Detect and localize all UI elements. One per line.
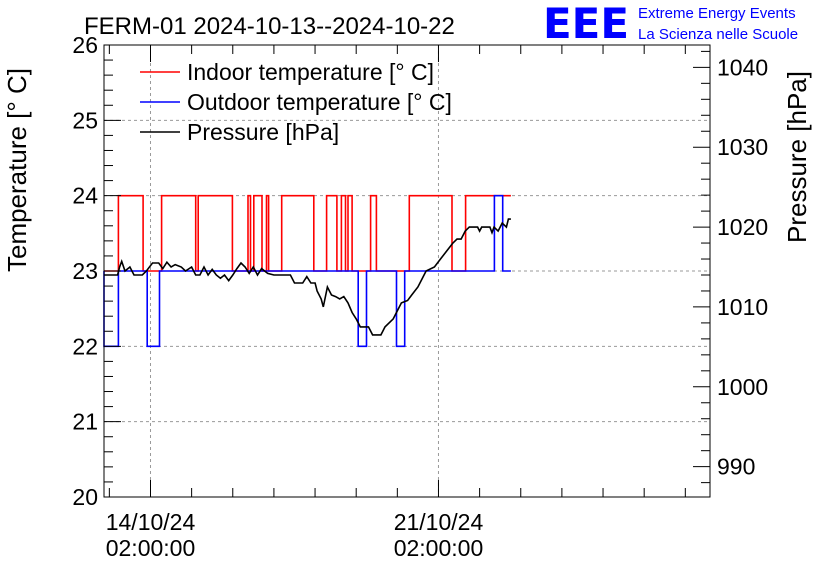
chart-title: FERM-01 2024-10-13--2024-10-22 (84, 13, 455, 40)
right-axis: 990 1000 1010 1020 1030 1040 (693, 50, 768, 484)
legend-label-1: Outdoor temperature [° C] (187, 89, 452, 115)
y-left-tick-label: 23 (72, 258, 98, 284)
logo-line1: Extreme Energy Events (638, 5, 796, 22)
legend: Indoor temperature [° C] Outdoor temperat… (140, 59, 452, 145)
y-left-tick-label: 22 (72, 333, 98, 359)
y-right-tick-label: 1000 (717, 374, 768, 400)
y-left-tick-label: 26 (72, 32, 98, 58)
x-tick-label-date: 21/10/24 (394, 509, 484, 535)
y-axis-left-label: Temperature [° C] (2, 68, 32, 272)
y-left-tick-label: 25 (72, 107, 98, 133)
legend-label-2: Pressure [hPa] (187, 119, 339, 145)
y-right-tick-label: 1040 (717, 54, 768, 80)
y-right-tick-label: 990 (717, 454, 755, 480)
series-line-2 (104, 218, 511, 336)
x-tick-label-date: 14/10/24 (106, 509, 196, 535)
eee-logo: EEE Extreme Energy Events La Scienza nel… (543, 0, 798, 48)
series-line-1 (103, 194, 511, 348)
y-right-tick-label: 1020 (717, 214, 768, 240)
left-axis: 20 21 22 23 24 25 26 (72, 32, 121, 510)
x-tick-label-time: 02:00:00 (394, 535, 484, 561)
legend-label-0: Indoor temperature [° C] (187, 59, 434, 85)
logo-line2: La Scienza nelle Scuole (638, 26, 798, 43)
y-left-tick-label: 21 (72, 409, 98, 435)
y-left-tick-label: 20 (72, 484, 98, 510)
series-line-0 (104, 194, 511, 272)
y-left-tick-label: 24 (72, 183, 98, 209)
series-layer (103, 194, 511, 348)
y-right-tick-label: 1010 (717, 294, 768, 320)
x-tick-label-time: 02:00:00 (106, 535, 196, 561)
logo-mark: EEE (543, 0, 629, 48)
y-right-tick-label: 1030 (717, 134, 768, 160)
y-axis-right-label: Pressure [hPa] (782, 71, 812, 243)
